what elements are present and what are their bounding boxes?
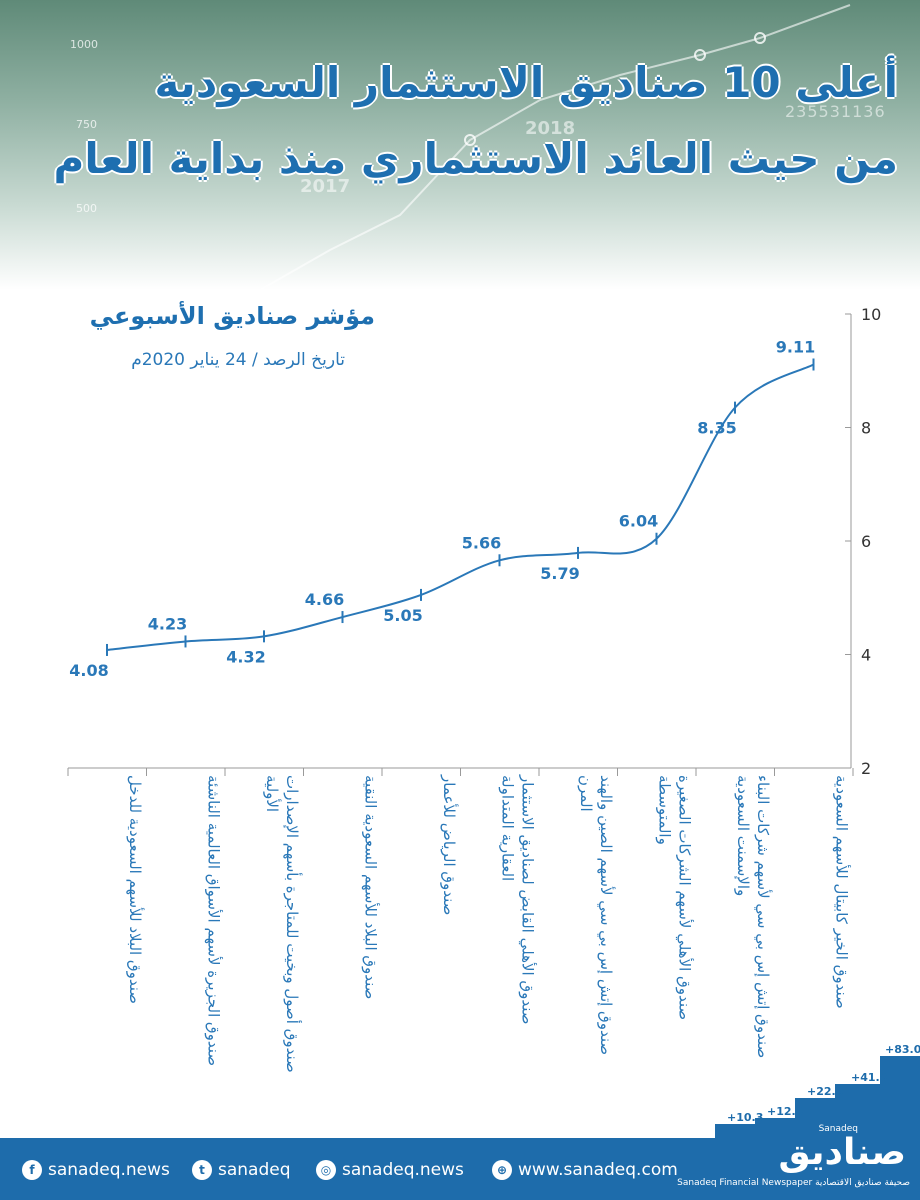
stair-label-5: +83.0 (885, 1043, 920, 1056)
y-tick-label-2: 2 (861, 759, 871, 778)
stair-label-3: +22.6 (807, 1085, 844, 1098)
bg-number: 235531136 (785, 102, 886, 121)
facebook-icon: f (22, 1160, 42, 1180)
globe-icon: ⊕ (492, 1160, 512, 1180)
category-label-1: صندوق الجزيرة لأسهم الأسواق العالمية الن… (204, 775, 223, 1067)
bg-decoration (259, 4, 851, 290)
bg-tick-500: 500 (76, 202, 97, 215)
y-tick-label-6: 6 (861, 532, 871, 551)
data-label-4: 5.05 (383, 606, 422, 625)
category-label-4: صندوق الرياض للأعمار (440, 775, 458, 916)
category-label-7: صندوق الأهلي لأسهم الشركات الصغيرة والمت… (655, 775, 694, 1021)
instagram-icon: ◎ (316, 1160, 336, 1180)
bg-tick-750: 750 (76, 118, 97, 131)
category-label-0: صندوق البلاد للأسهم السعودية للدخل (126, 775, 144, 1005)
facebook-link[interactable]: f sanadeq.news (22, 1160, 170, 1180)
stair-label-4: +41.9 (851, 1071, 888, 1084)
data-label-0: 4.08 (69, 661, 108, 680)
category-label-6: صندوق إتش إس بي سي لأسهم الصين والهند ال… (577, 775, 615, 1056)
chart-title: مؤشر صناديق الأسبوعي (89, 302, 375, 330)
website-link[interactable]: ⊕ www.sanadeq.com (492, 1160, 678, 1180)
stair-step-4 (835, 1084, 880, 1138)
page-title-line1: أعلى 10 صناديق الاستثمار السعودية (154, 58, 898, 107)
twitter-icon: t (192, 1160, 212, 1180)
category-label-9: صندوق الخير كابيتال للأسهم السعودية (832, 775, 851, 1009)
header-banner: 1000 750 500 2018 2017 235531136 (0, 0, 920, 290)
stair-step-1 (715, 1124, 755, 1138)
data-label-6: 5.79 (540, 564, 579, 583)
data-label-7: 6.04 (619, 512, 658, 531)
data-label-1: 4.23 (148, 614, 187, 633)
category-label-3: صندوق البلاد للأسهم السعودية النقية (361, 775, 380, 1000)
line-chart: 2 4 6 8 10 4.08 4.23 4.32 4.66 5.05 5.66 5.79 6.04 8.… (67, 305, 881, 778)
bg-tick-1000: 1000 (70, 38, 98, 51)
stair-label-1: +10.3 (727, 1111, 764, 1124)
brand-tagline: صحيفة صناديق الاقتصادية Sanadeq Financia… (677, 1178, 910, 1188)
data-label-5: 5.66 (462, 533, 501, 552)
brand-small-en: Sanadeq (818, 1124, 858, 1134)
data-label-8: 8.35 (697, 419, 736, 438)
bg-year-2017: 2017 (300, 176, 351, 197)
category-label-5: صندوق الأهلي القابض لصناديق الاستثمار ال… (498, 775, 537, 1025)
stair-step-2 (755, 1118, 795, 1138)
footer-bar: f sanadeq.news t sanadeq ◎ sanadeq.news ⊕ ww… (0, 1124, 920, 1200)
category-label-2: صندوق أصول وبخيت للمتاجرة بأسهم الإصدارا… (263, 775, 301, 1073)
series-line (106, 363, 814, 651)
stair-step-3 (795, 1098, 835, 1138)
stair-step-5 (880, 1056, 920, 1138)
data-label-2: 4.32 (226, 647, 265, 666)
y-tick-label-4: 4 (861, 646, 871, 665)
brand-logo: صناديق (778, 1132, 906, 1173)
instagram-link[interactable]: ◎ sanadeq.news (316, 1160, 464, 1180)
y-tick-label-10: 10 (861, 305, 881, 324)
page-title-line2: من حيث العائد الاستثماري منذ بداية العام (53, 134, 898, 183)
twitter-link[interactable]: t sanadeq (192, 1160, 291, 1180)
y-tick-label-8: 8 (861, 419, 871, 438)
bg-year-2018: 2018 (525, 118, 576, 139)
data-label-3: 4.66 (305, 590, 344, 609)
stair-label-2: +12.0 (767, 1105, 804, 1118)
data-label-9: 9.11 (776, 338, 815, 357)
category-label-8: صندوق إتش إس بي سي لأسهم شركات البناء وا… (734, 775, 772, 1059)
date-note: تاريخ الرصد / 24 يناير 2020م (131, 350, 345, 370)
